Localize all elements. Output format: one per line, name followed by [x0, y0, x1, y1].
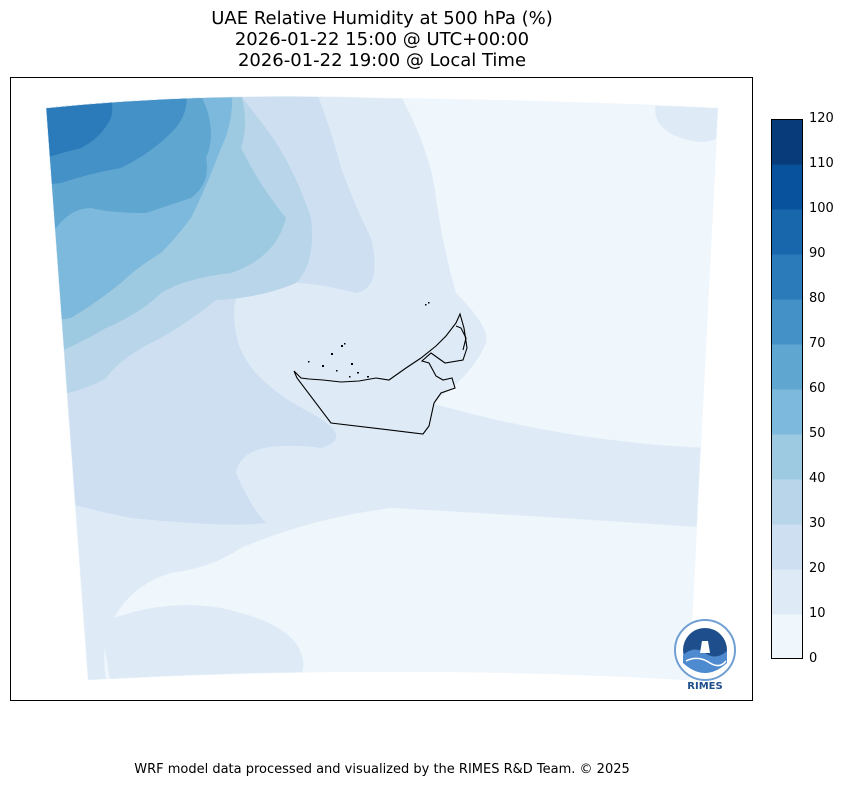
colorbar-tick-label: 80	[809, 291, 826, 306]
colorbar-segment	[771, 479, 803, 525]
colorbar-segment	[771, 254, 803, 300]
colorbar	[771, 119, 803, 659]
colorbar-segment	[771, 569, 803, 615]
colorbar-segment	[771, 389, 803, 435]
musandam-border	[455, 325, 467, 351]
colorbar-tick-label: 30	[809, 516, 826, 531]
island	[331, 353, 333, 355]
colorbar-tick-label: 90	[809, 246, 826, 261]
colorbar-tick-label: 70	[809, 336, 826, 351]
colorbar-segment	[771, 344, 803, 390]
title-line-3: 2026-01-22 19:00 @ Local Time	[237, 50, 527, 71]
colorbar-tick-label: 10	[809, 606, 826, 621]
colorbar-tick-label: 50	[809, 426, 826, 441]
island	[322, 365, 324, 367]
colorbar-segment	[771, 164, 803, 210]
colorbar-segment	[771, 209, 803, 255]
uae-boundary	[293, 312, 468, 435]
colorbar-segment	[771, 614, 803, 659]
island	[344, 343, 346, 345]
logo-text: RIMES	[687, 681, 722, 692]
uae-outline	[293, 312, 468, 435]
colorbar-tick-label: 100	[809, 201, 834, 216]
island	[428, 302, 430, 304]
island	[308, 361, 310, 363]
contour-band-10-20-corner	[655, 103, 718, 142]
island	[336, 370, 338, 372]
humidity-map	[45, 96, 719, 681]
colorbar-tick-label: 110	[809, 156, 834, 171]
island	[349, 376, 351, 378]
credits-footer: WRF model data processed and visualized …	[134, 762, 630, 777]
colorbar-tick-label: 40	[809, 471, 826, 486]
colorbar-segment	[771, 119, 803, 165]
island	[367, 376, 369, 378]
island	[341, 345, 343, 347]
island	[425, 304, 427, 306]
map-title: UAE Relative Humidity at 500 hPa (%) 202…	[0, 8, 764, 71]
contour-band-10-20-lower	[101, 605, 304, 680]
domain-outline	[45, 96, 719, 681]
colorbar-segment	[771, 524, 803, 570]
colorbar-tick-label: 60	[809, 381, 826, 396]
map-frame	[10, 77, 753, 701]
colorbar-tick-label: 0	[809, 651, 818, 666]
colorbar-tick-label: 20	[809, 561, 826, 576]
colorbar-tick-label: 120	[809, 111, 834, 126]
title-line-1: UAE Relative Humidity at 500 hPa (%)	[211, 8, 553, 29]
colorbar-segment	[771, 299, 803, 345]
rimes-logo: RIMES	[674, 619, 736, 692]
colorbar-segment	[771, 434, 803, 480]
island	[357, 372, 359, 374]
uae-islands	[308, 302, 430, 378]
title-line-2: 2026-01-22 15:00 @ UTC+00:00	[234, 29, 530, 50]
island	[351, 363, 353, 365]
